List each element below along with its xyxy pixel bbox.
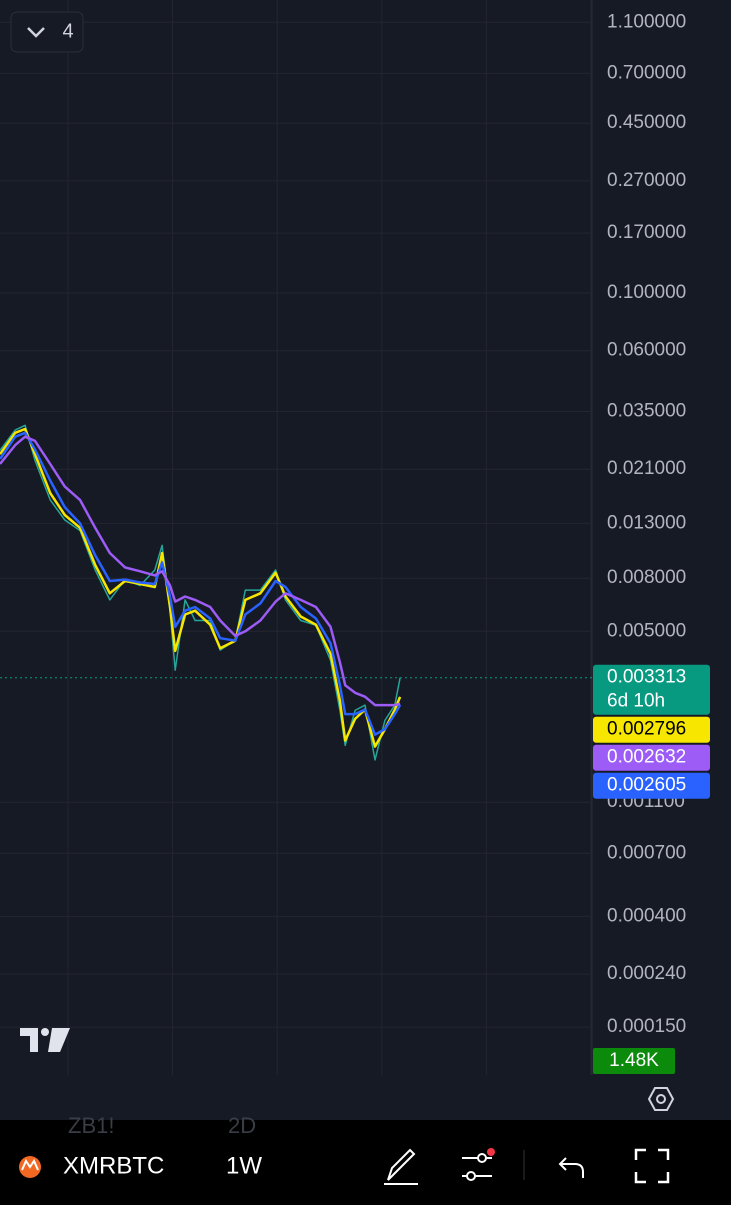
settings-icon-center [656, 1094, 666, 1104]
layout-count: 4 [62, 20, 73, 42]
notification-dot [487, 1148, 495, 1156]
volume-badge [593, 1048, 675, 1074]
time-axis [0, 1075, 731, 1120]
interval-button[interactable]: 1W [226, 1152, 262, 1179]
layout-button-frame[interactable] [10, 11, 84, 53]
logo-part [20, 1028, 38, 1052]
tv-logo [20, 1028, 70, 1052]
logo-part [48, 1028, 70, 1052]
ghost-symbol: ZB1! [68, 1113, 114, 1138]
y-tick-label: 0.021000 [607, 458, 686, 479]
y-tick-label: 0.100000 [607, 282, 686, 303]
chevron-icon [27, 27, 45, 38]
layout-button[interactable]: 4 [10, 11, 84, 53]
y-tick-label: 0.000400 [607, 905, 686, 926]
series-line [0, 431, 402, 736]
price-badge [593, 744, 710, 771]
price-badge [593, 772, 710, 799]
draw-tool-button[interactable] [384, 1148, 418, 1185]
y-tick-label: 0.450000 [607, 112, 686, 133]
series-line [0, 435, 401, 707]
y-tick-label: 0.005000 [607, 620, 686, 641]
symbol-button[interactable]: XMRBTC [19, 1152, 164, 1179]
logo-part [41, 1028, 49, 1036]
y-tick-label: 0.013000 [607, 512, 686, 533]
y-tick-label: 0.035000 [607, 401, 686, 422]
y-tick-label: 0.000240 [607, 963, 686, 984]
price-badge-label: 0.003313 [607, 667, 686, 688]
ghost-interval: 2D [228, 1113, 256, 1138]
symbol-name[interactable]: XMRBTC [63, 1152, 164, 1179]
series-line [0, 427, 402, 748]
y-tick-label: 0.000150 [607, 1016, 686, 1037]
symbol-icon-glyph [21, 1158, 39, 1171]
price-badge-label: 0.002632 [607, 747, 686, 768]
price-badge [593, 716, 710, 743]
y-tick-label: 0.000700 [607, 842, 686, 863]
slider-knob [477, 1153, 487, 1163]
undo-button[interactable] [558, 1157, 584, 1178]
fullscreen-button[interactable] [634, 1148, 670, 1184]
price-badge [593, 664, 710, 715]
y-tick-label: 0.008000 [607, 567, 686, 588]
price-badge-countdown: 6d 10h [607, 691, 665, 712]
settings-button[interactable] [647, 1087, 675, 1111]
settings-icon[interactable] [647, 1087, 675, 1111]
y-tick-label: 1.100000 [607, 11, 686, 32]
volume-badge-label: 1.48K [609, 1050, 659, 1071]
slider-knob [466, 1171, 476, 1181]
plot [0, 424, 592, 761]
bottom-toolbar [0, 1120, 731, 1200]
y-tick-label: 0.060000 [607, 340, 686, 361]
price-badge-label: 0.002796 [607, 719, 686, 740]
price-badge-label: 0.002605 [607, 775, 686, 796]
chart-background [0, 0, 731, 1120]
y-tick-label: 0.170000 [607, 222, 686, 243]
indicators-button[interactable] [462, 1148, 495, 1181]
y-tick-label: 0.700000 [607, 62, 686, 83]
y-tick-label: 0.270000 [607, 170, 686, 191]
